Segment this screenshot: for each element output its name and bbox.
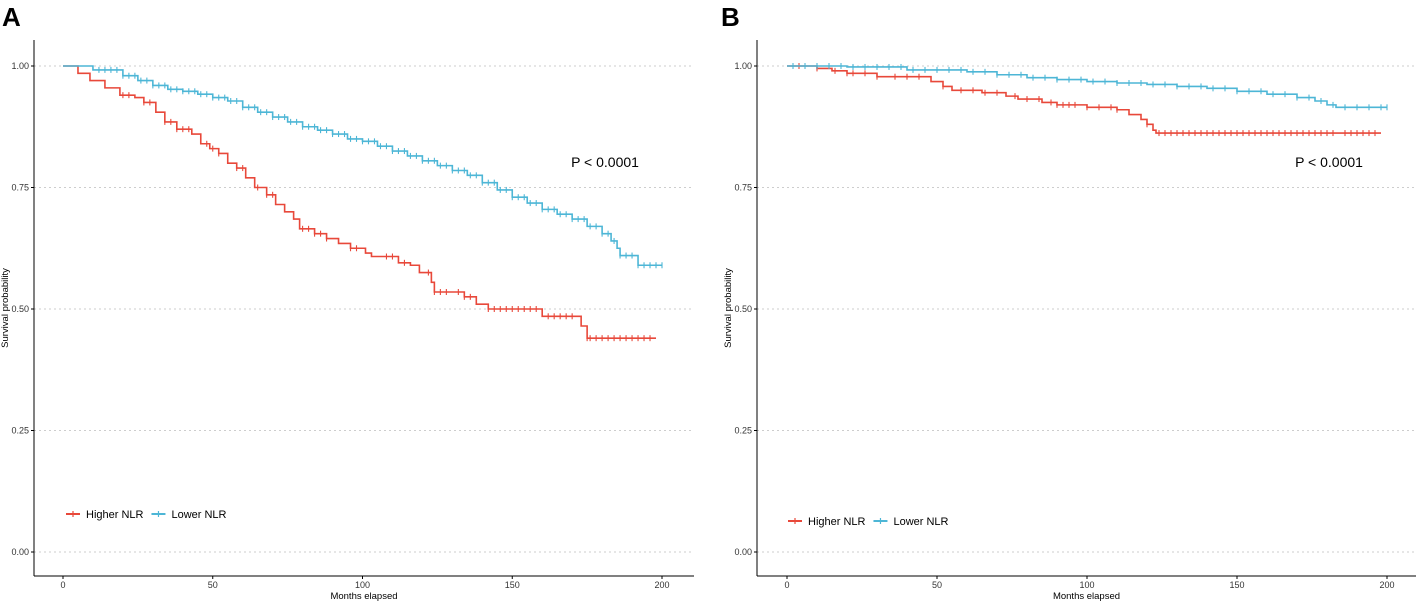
legend: Higher NLR Lower NLR xyxy=(788,516,949,528)
legend-label: Higher NLR xyxy=(808,516,866,528)
x-axis-title: Months elapsed xyxy=(1053,591,1120,601)
x-tick-label: 150 xyxy=(505,580,520,590)
panel-label: B xyxy=(721,2,740,32)
y-tick-label: 0.75 xyxy=(734,183,752,193)
series-higher-nlr xyxy=(787,63,1381,137)
panel-a: A 0.00 0.25 0.50 0.75 1.00 0 50 100 150 200 Months … xyxy=(0,2,694,601)
x-axis-title: Months elapsed xyxy=(330,591,397,601)
y-tick-label: 0.75 xyxy=(11,183,29,193)
legend-label: Lower NLR xyxy=(171,509,226,521)
legend-item: Higher NLR xyxy=(788,516,866,528)
legend-item: Higher NLR xyxy=(66,509,144,521)
p-value-annotation: P < 0.0001 xyxy=(1295,154,1363,170)
x-tick-label: 0 xyxy=(60,580,65,590)
y-tick-label: 0.00 xyxy=(734,547,752,557)
legend-label: Higher NLR xyxy=(86,509,144,521)
x-tick-label: 200 xyxy=(1379,580,1394,590)
y-tick-label: 0.50 xyxy=(11,304,29,314)
y-tick-label: 0.25 xyxy=(734,426,752,436)
legend-item: Lower NLR xyxy=(151,509,227,521)
y-axis-title: Survival probability xyxy=(723,268,734,348)
y-tick-label: 1.00 xyxy=(11,61,29,71)
x-tick-label: 0 xyxy=(784,580,789,590)
x-tick-label: 100 xyxy=(355,580,370,590)
x-tick-label: 50 xyxy=(208,580,218,590)
series-lower-nlr xyxy=(63,65,663,269)
survival-curve xyxy=(787,65,1381,134)
x-tick-label: 200 xyxy=(654,580,669,590)
legend-label: Lower NLR xyxy=(893,516,948,528)
legend: Higher NLR Lower NLR xyxy=(66,509,227,521)
x-tick-label: 150 xyxy=(1229,580,1244,590)
p-value-annotation: P < 0.0001 xyxy=(571,154,639,170)
y-axis-title: Survival probability xyxy=(0,268,11,348)
series-lower-nlr xyxy=(787,63,1388,111)
series-higher-nlr xyxy=(63,65,657,342)
x-tick-label: 50 xyxy=(932,580,942,590)
x-tick-label: 100 xyxy=(1079,580,1094,590)
survival-curve xyxy=(63,65,657,339)
legend-item: Lower NLR xyxy=(873,516,949,528)
survival-curve xyxy=(787,65,1387,109)
panel-label: A xyxy=(2,2,21,32)
panel-b: B 0.00 0.25 0.50 0.75 1.00 0 50 100 150 200 Months … xyxy=(721,2,1416,601)
y-tick-label: 0.00 xyxy=(11,547,29,557)
y-tick-label: 1.00 xyxy=(734,61,752,71)
y-tick-label: 0.25 xyxy=(11,426,29,436)
y-tick-label: 0.50 xyxy=(734,304,752,314)
